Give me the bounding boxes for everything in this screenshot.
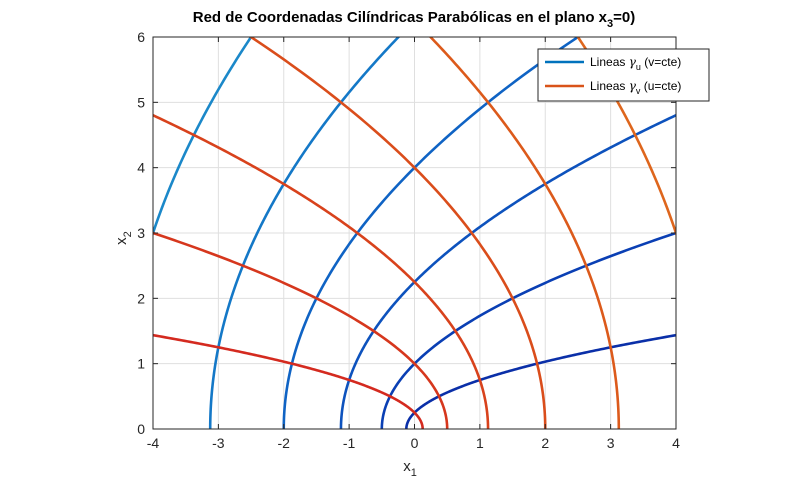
gamma-u-line-v-1 [380, 231, 676, 429]
gamma-v-line-u-2_5 [428, 37, 621, 429]
x-tick-label: 4 [672, 435, 680, 451]
gamma-v-line-u-1 [153, 231, 449, 429]
ticks: -4 -3 -2 -1 0 1 2 3 4 0 1 2 3 4 5 6 [137, 29, 680, 451]
y-axis-label: x2 [113, 231, 134, 245]
x-axis-label: x1 [403, 458, 417, 479]
legend-entry-v: Lineas γv (u=cte) [590, 79, 681, 96]
gamma-u-line-v-0_5 [405, 333, 676, 429]
x-tick-label: 0 [411, 435, 419, 451]
x-tick-label: -2 [278, 435, 291, 451]
y-tick-label: 0 [137, 421, 145, 437]
x-tick-label: -4 [147, 435, 160, 451]
x-tick-label: -1 [343, 435, 356, 451]
gamma-v-line-u-1_5 [153, 113, 490, 429]
legend-box [537, 48, 710, 102]
y-tick-label: 3 [137, 225, 145, 241]
y-tick-label: 5 [137, 94, 145, 110]
y-tick-label: 1 [137, 356, 145, 372]
legend: Lineas γu (v=cte) Lineas γv (u=cte) [537, 48, 710, 102]
curves [153, 37, 676, 429]
x-tick-label: -3 [212, 435, 225, 451]
chart-title: Red de Coordenadas Cilíndricas Parabólic… [193, 9, 636, 30]
x-tick-label: 2 [541, 435, 549, 451]
legend-entry-u: Lineas γu (v=cte) [590, 55, 681, 72]
gamma-u-line-v-1_5 [339, 113, 676, 429]
gamma-u-line-v-2 [282, 37, 581, 429]
gamma-v-line-u-0_5 [153, 333, 424, 429]
x-tick-label: 3 [607, 435, 615, 451]
x-tick-label: 1 [476, 435, 484, 451]
y-tick-label: 6 [137, 29, 145, 45]
y-tick-label: 2 [137, 290, 145, 306]
gamma-v-line-u-2 [248, 37, 547, 429]
gamma-u-line-v-2_5 [208, 37, 401, 429]
y-tick-label: 4 [137, 160, 145, 176]
